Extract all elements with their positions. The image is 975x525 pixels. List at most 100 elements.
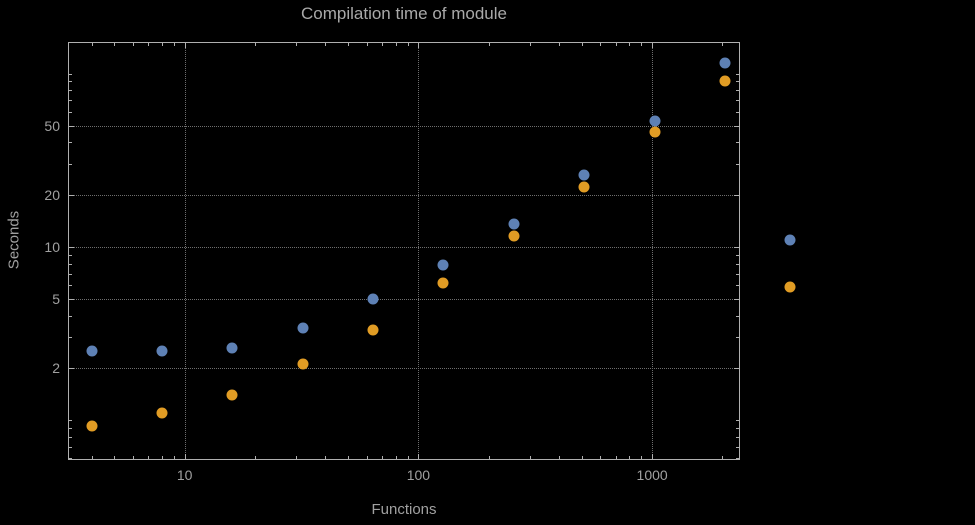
y-tick-mark (69, 298, 74, 300)
gridline-horizontal (69, 194, 739, 196)
gridline-horizontal (69, 125, 739, 127)
x-tick-label: 10 (176, 467, 193, 483)
x-tick-mark (114, 43, 116, 46)
x-tick-mark (407, 456, 409, 459)
data-point (578, 181, 590, 193)
legend-marker-series-blue (784, 234, 796, 246)
x-tick-mark (382, 456, 384, 459)
data-point (437, 259, 449, 271)
y-tick-mark (736, 427, 739, 429)
y-tick-label: 5 (52, 290, 60, 307)
x-tick-mark (148, 456, 150, 459)
x-tick-mark (366, 43, 368, 46)
y-tick-mark (736, 315, 739, 317)
y-tick-mark (736, 90, 739, 92)
x-tick-mark (173, 456, 175, 459)
gridline-horizontal (69, 367, 739, 369)
y-tick-mark (736, 142, 739, 144)
chart-title: Compilation time of module (301, 4, 507, 23)
y-tick-mark (734, 367, 739, 369)
x-tick-mark (255, 456, 257, 459)
x-tick-mark (162, 43, 163, 46)
data-point (719, 57, 731, 69)
data-point (367, 293, 379, 305)
x-tick-mark (641, 456, 643, 459)
y-tick-mark (69, 427, 72, 429)
y-tick-label: 2 (52, 359, 60, 376)
data-point (297, 322, 309, 334)
y-tick-mark (69, 436, 72, 438)
data-point (578, 169, 590, 181)
data-point (226, 342, 238, 354)
x-tick-mark (132, 456, 134, 459)
y-tick-label: 20 (44, 186, 60, 203)
y-tick-mark (69, 254, 72, 256)
x-tick-mark (407, 43, 409, 46)
y-tick-mark (69, 458, 72, 460)
x-tick-mark (652, 454, 654, 459)
x-tick-mark (615, 456, 617, 459)
x-tick-mark (615, 43, 617, 46)
x-tick-mark (114, 456, 116, 459)
y-tick-mark (69, 90, 72, 92)
gridline-vertical (418, 43, 420, 459)
y-tick-mark (736, 111, 739, 113)
y-tick-mark (736, 420, 739, 421)
y-tick-mark (736, 263, 739, 265)
y-tick-mark (736, 285, 739, 287)
y-tick-mark (734, 298, 739, 300)
y-tick-mark (69, 446, 72, 448)
y-tick-mark (736, 81, 739, 83)
data-point (508, 230, 520, 242)
data-point (86, 420, 98, 432)
y-tick-mark (736, 458, 739, 460)
y-tick-mark (69, 111, 72, 113)
x-tick-mark (418, 454, 420, 459)
x-tick-mark (348, 43, 350, 46)
data-point (508, 218, 520, 230)
gridline-horizontal (69, 298, 739, 300)
x-tick-mark (382, 43, 384, 46)
data-point (226, 389, 238, 401)
x-tick-mark (173, 43, 175, 46)
x-tick-mark (395, 43, 397, 46)
x-axis-label: Functions (371, 501, 437, 518)
plot-area: 10 100 1000 2 5 10 20 50 (44, 42, 740, 483)
y-tick-mark (69, 73, 72, 75)
data-point (437, 277, 449, 289)
y-tick-mark (736, 273, 739, 275)
x-tick-mark (488, 456, 490, 459)
y-axis-label: Seconds (5, 210, 23, 270)
gridline-vertical (184, 43, 186, 459)
x-tick-mark (559, 456, 561, 459)
gridline-vertical (652, 43, 654, 459)
x-tick-mark (184, 454, 186, 459)
x-tick-mark (600, 43, 602, 46)
y-tick-mark (69, 263, 72, 265)
legend-marker-series-orange (784, 281, 796, 293)
y-tick-mark (69, 273, 72, 275)
y-tick-mark (734, 125, 739, 127)
y-tick-mark (734, 194, 739, 196)
y-tick-mark (736, 254, 739, 256)
x-tick-mark (418, 43, 420, 48)
y-tick-mark (69, 315, 72, 317)
x-tick-mark (296, 43, 298, 46)
data-point (649, 126, 661, 138)
x-tick-mark (325, 456, 327, 459)
x-tick-mark (91, 456, 93, 459)
data-point (297, 358, 309, 370)
y-tick-mark (69, 420, 72, 421)
y-tick-mark (736, 436, 739, 438)
x-tick-mark (395, 456, 397, 459)
x-tick-mark (162, 456, 163, 459)
y-tick-mark (69, 367, 74, 369)
y-tick-mark (69, 81, 72, 83)
y-tick-mark (69, 246, 74, 248)
x-tick-mark (348, 456, 350, 459)
y-tick-mark (69, 142, 72, 144)
y-tick-mark (69, 194, 74, 196)
x-tick-mark (148, 43, 150, 46)
x-tick-mark (722, 43, 724, 46)
